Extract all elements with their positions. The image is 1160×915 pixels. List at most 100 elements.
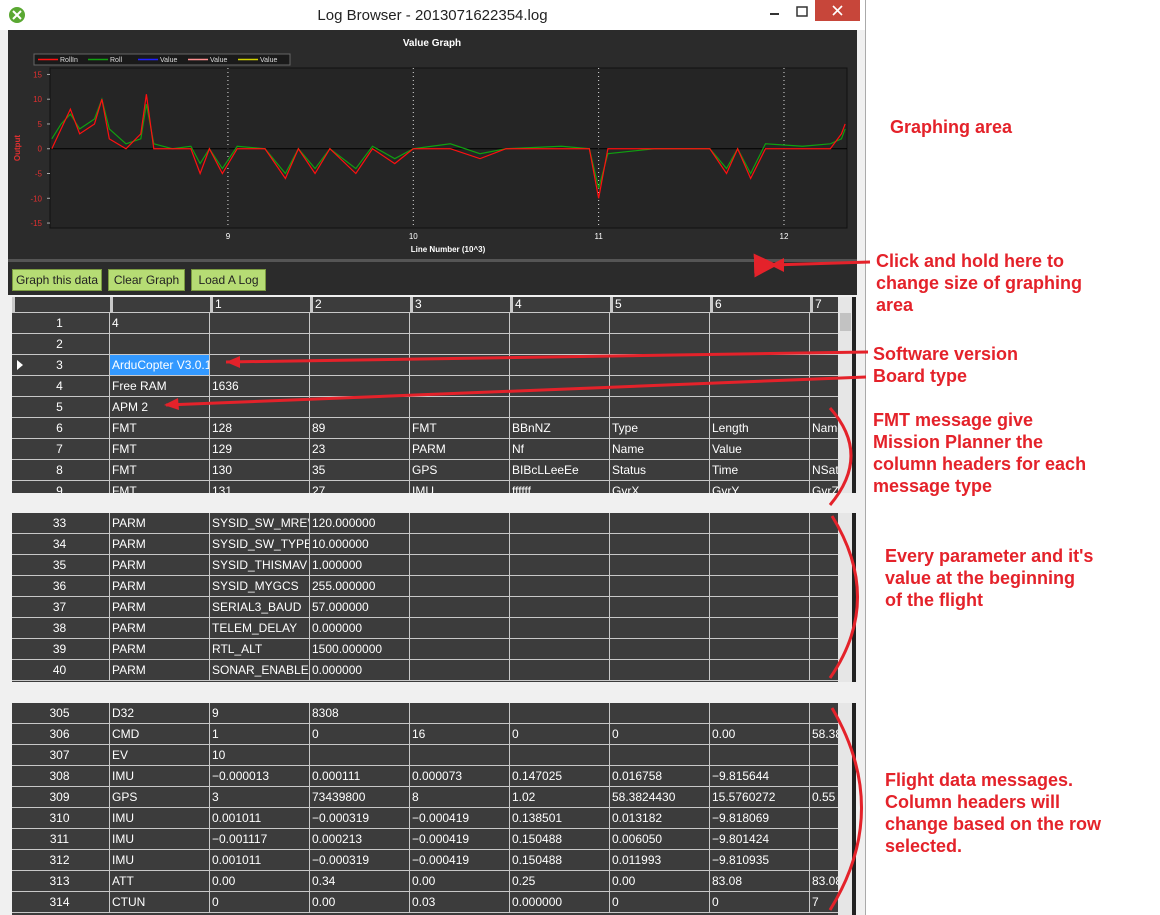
table-row[interactable]: 39 PARM RTL_ALT 1500.000000 xyxy=(12,639,838,660)
table-cell[interactable] xyxy=(710,555,810,576)
table-cell[interactable]: ATT xyxy=(110,871,210,892)
table-row[interactable]: 36 PARM SYSID_MYGCS 255.000000 xyxy=(12,576,838,597)
table-cell[interactable] xyxy=(410,355,510,376)
table-cell[interactable] xyxy=(210,355,310,376)
table-cell[interactable]: GyrY xyxy=(710,481,810,493)
table-cell[interactable]: 0.001011 xyxy=(210,808,310,829)
table-cell[interactable] xyxy=(810,829,838,850)
table-cell[interactable] xyxy=(510,618,610,639)
table-row[interactable]: 37 PARM SERIAL3_BAUD 57.000000 xyxy=(12,597,838,618)
button[interactable]: Clear Graph xyxy=(108,269,185,291)
table-row[interactable]: 9 FMT 131 27 IMU ffffff GyrX GyrY GyrZ xyxy=(12,481,838,493)
table-cell[interactable]: Nf xyxy=(510,439,610,460)
table-row[interactable]: 3 ArduCopter V3.0.1 xyxy=(12,355,838,376)
table-cell[interactable]: 0.00 xyxy=(610,871,710,892)
table-cell[interactable]: 0.000000 xyxy=(510,892,610,913)
table-cell[interactable]: 89 xyxy=(310,418,410,439)
table-cell[interactable]: 7 xyxy=(810,892,838,913)
table-cell[interactable] xyxy=(510,355,610,376)
table-cell[interactable] xyxy=(810,597,838,618)
table-cell[interactable] xyxy=(810,850,838,871)
table-cell[interactable] xyxy=(610,555,710,576)
table-cell[interactable]: FMT xyxy=(410,418,510,439)
table-cell[interactable] xyxy=(810,397,838,418)
table-cell[interactable] xyxy=(610,355,710,376)
table-cell[interactable]: 130 xyxy=(210,460,310,481)
table-row[interactable]: 38 PARM TELEM_DELAY 0.000000 xyxy=(12,618,838,639)
table-cell[interactable]: −9.818069 xyxy=(710,808,810,829)
table-cell[interactable]: 27 xyxy=(310,481,410,493)
table-cell[interactable] xyxy=(410,576,510,597)
table-cell[interactable]: ffffff xyxy=(510,481,610,493)
table-row[interactable]: 312 IMU 0.001011 −0.000319 −0.000419 0.150488… xyxy=(12,850,838,871)
table-cell[interactable]: −0.000013 xyxy=(210,766,310,787)
table-row[interactable]: 308 IMU −0.000013 0.000111 0.000073 0.147025 0… xyxy=(12,766,838,787)
table-cell[interactable]: FMT xyxy=(110,439,210,460)
table-cell[interactable]: Type xyxy=(610,418,710,439)
table-cell[interactable]: ArduCopter V3.0.1 xyxy=(110,355,210,376)
table-cell[interactable]: PARM xyxy=(110,513,210,534)
table-row[interactable]: 5 APM 2 xyxy=(12,397,838,418)
table-cell[interactable] xyxy=(610,534,710,555)
table-cell[interactable] xyxy=(810,355,838,376)
table-cell[interactable]: 0 xyxy=(710,892,810,913)
table-cell[interactable]: GPS xyxy=(410,460,510,481)
table-cell[interactable]: 16 xyxy=(410,724,510,745)
table-cell[interactable] xyxy=(710,745,810,766)
table-cell[interactable] xyxy=(410,313,510,334)
table-cell[interactable] xyxy=(310,397,410,418)
table-cell[interactable] xyxy=(710,703,810,724)
table-cell[interactable]: FMT xyxy=(110,418,210,439)
table-cell[interactable] xyxy=(510,313,610,334)
table-cell[interactable] xyxy=(610,397,710,418)
table-cell[interactable] xyxy=(710,660,810,681)
table-row[interactable]: 7 FMT 129 23 PARM Nf Name Value xyxy=(12,439,838,460)
minimize-button[interactable] xyxy=(770,13,779,15)
button[interactable]: Graph this data xyxy=(12,269,102,291)
table-cell[interactable]: PARM xyxy=(110,618,210,639)
table-cell[interactable] xyxy=(510,703,610,724)
table-cell[interactable] xyxy=(110,334,210,355)
table-cell[interactable]: 35 xyxy=(310,460,410,481)
table-cell[interactable]: CMD xyxy=(110,724,210,745)
table-cell[interactable] xyxy=(710,576,810,597)
table-row[interactable]: 35 PARM SYSID_THISMAV 1.000000 xyxy=(12,555,838,576)
table-cell[interactable] xyxy=(610,597,710,618)
table-cell[interactable] xyxy=(810,534,838,555)
table-cell[interactable]: FMT xyxy=(110,481,210,493)
table-cell[interactable] xyxy=(710,376,810,397)
table-cell[interactable] xyxy=(310,313,410,334)
table-cell[interactable] xyxy=(810,766,838,787)
table-cell[interactable]: 129 xyxy=(210,439,310,460)
table-cell[interactable]: 1.000000 xyxy=(310,555,410,576)
table-cell[interactable]: 0.000213 xyxy=(310,829,410,850)
table-row[interactable]: 6FMT12889FMTBBnNZTypeLengthName xyxy=(12,418,838,439)
table-cell[interactable] xyxy=(510,660,610,681)
table-cell[interactable]: 0.138501 xyxy=(510,808,610,829)
table-cell[interactable] xyxy=(210,334,310,355)
table-cell[interactable]: −9.810935 xyxy=(710,850,810,871)
table-cell[interactable]: 15.5760272 xyxy=(710,787,810,808)
table-cell[interactable]: 0.25 xyxy=(510,871,610,892)
table-cell[interactable]: 255.000000 xyxy=(310,576,410,597)
table-cell[interactable]: IMU xyxy=(410,481,510,493)
table-cell[interactable] xyxy=(810,703,838,724)
table-cell[interactable] xyxy=(610,703,710,724)
table-cell[interactable]: 23 xyxy=(310,439,410,460)
table-cell[interactable] xyxy=(710,597,810,618)
table-cell[interactable]: 1.02 xyxy=(510,787,610,808)
table-cell[interactable] xyxy=(810,513,838,534)
table-cell[interactable]: SYSID_SW_TYPE xyxy=(210,534,310,555)
table-cell[interactable] xyxy=(710,513,810,534)
table-cell[interactable] xyxy=(410,397,510,418)
table-cell[interactable]: Time xyxy=(710,460,810,481)
table-cell[interactable]: −0.000319 xyxy=(310,808,410,829)
table-cell[interactable]: 0.03 xyxy=(410,892,510,913)
splitter[interactable] xyxy=(8,259,857,262)
table-cell[interactable]: GPS xyxy=(110,787,210,808)
table-cell[interactable]: −0.001117 xyxy=(210,829,310,850)
table-cell[interactable] xyxy=(710,355,810,376)
table-cell[interactable]: 1500.000000 xyxy=(310,639,410,660)
